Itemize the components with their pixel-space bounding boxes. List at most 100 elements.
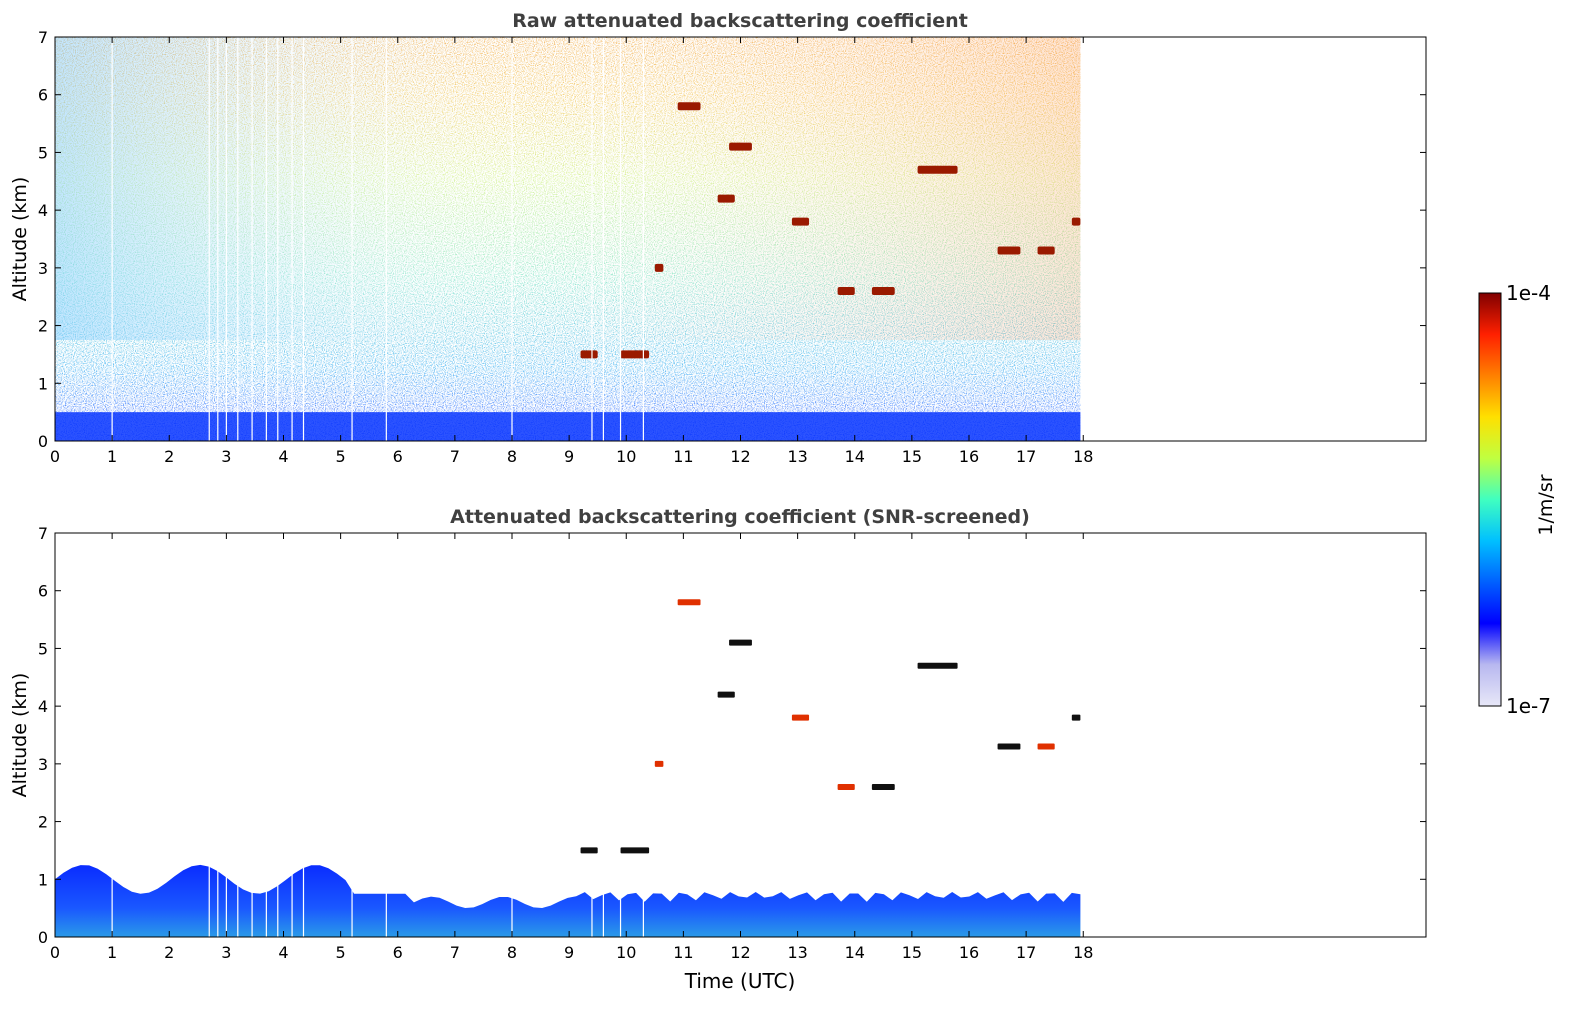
- x-tick-label: 9: [564, 943, 574, 962]
- y-tick-label: 4: [38, 201, 48, 220]
- cloud-feature: [620, 350, 650, 359]
- x-tick-label: 2: [164, 943, 174, 962]
- y-tick-label: 1: [38, 870, 48, 889]
- panel-raw: Raw attenuated backscattering coefficien…: [9, 10, 1427, 466]
- x-tick-label: 15: [902, 943, 922, 962]
- cloud-feature: [717, 194, 735, 203]
- y-tick-label: 1: [38, 374, 48, 393]
- x-tick-label: 7: [450, 943, 460, 962]
- cloud-feature: [997, 246, 1021, 255]
- x-tick-label: 5: [336, 943, 346, 962]
- y-tick-label: 6: [38, 86, 48, 105]
- x-tick-label: 9: [564, 447, 574, 466]
- cloud-feature: [677, 102, 701, 111]
- cloud-feature: [654, 263, 664, 272]
- y-tick-label: 3: [38, 755, 48, 774]
- x-tick-label: 13: [787, 943, 807, 962]
- x-tick-label: 16: [959, 447, 979, 466]
- y-axis-label-raw: Altitude (km): [9, 177, 31, 302]
- colorbar-unit-label: 1/m/sr: [1535, 474, 1557, 535]
- y-axis-screened: 0 1 2 3 4 5 6 7: [38, 524, 1426, 947]
- plot-frame-screened: [54, 532, 1427, 938]
- y-tick-label: 4: [38, 697, 48, 716]
- colorbar-gradient: [1478, 292, 1502, 707]
- x-tick-label: 0: [50, 447, 60, 466]
- cloud-feature: [677, 599, 701, 606]
- x-tick-label: 12: [730, 447, 750, 466]
- cloud-feature: [791, 714, 810, 721]
- panel-screened: Attenuated backscattering coefficient (S…: [9, 506, 1427, 993]
- x-tick-label: 17: [1016, 447, 1036, 466]
- x-tick-label: 4: [278, 447, 288, 466]
- y-tick-label: 7: [38, 28, 48, 47]
- x-tick-label: 13: [787, 447, 807, 466]
- x-tick-label: 3: [221, 447, 231, 466]
- x-tick-label: 8: [507, 943, 517, 962]
- boundary-layer: [55, 864, 1081, 937]
- x-tick-label: 4: [278, 943, 288, 962]
- x-tick-label: 1: [107, 943, 117, 962]
- x-tick-label: 5: [336, 447, 346, 466]
- cloud-feature: [1071, 714, 1081, 721]
- x-tick-label: 1: [107, 447, 117, 466]
- cloud-feature: [1037, 743, 1055, 750]
- cloud-feature: [580, 350, 598, 359]
- y-tick-label: 3: [38, 259, 48, 278]
- x-tick-label: 14: [845, 943, 865, 962]
- colorbar-max-label: 1e-4: [1506, 281, 1551, 305]
- x-tick-label: 18: [1073, 447, 1093, 466]
- x-axis-raw: 0 1 2 3 4 5 6 7 8 9 10 11 12 13 14 15 16 17 18: [50, 37, 1093, 466]
- cloud-feature: [837, 783, 855, 790]
- cloud-feature: [871, 286, 895, 295]
- cloud-feature: [580, 847, 598, 854]
- cloud-feature: [997, 743, 1021, 750]
- y-tick-label: 2: [38, 813, 48, 832]
- y-tick-label: 7: [38, 524, 48, 543]
- cloud-feature: [654, 760, 664, 767]
- x-tick-label: 10: [616, 943, 636, 962]
- y-axis-raw: 0 1 2 3 4 5 6 7: [38, 28, 1426, 451]
- colorbar: 1e-4 1e-7 1/m/sr: [1478, 281, 1557, 718]
- x-tick-label: 6: [393, 447, 403, 466]
- cloud-feature: [871, 783, 895, 790]
- y-tick-label: 0: [38, 928, 48, 947]
- cloud-feature: [917, 662, 958, 669]
- x-axis-screened: 0 1 2 3 4 5 6 7 8 9 10 11 12 13 14 15 16 17 18: [50, 533, 1093, 962]
- cloud-feature: [837, 286, 855, 295]
- chart-title-raw: Raw attenuated backscattering coefficien…: [512, 10, 968, 32]
- cloud-feature: [1071, 217, 1081, 226]
- x-tick-label: 2: [164, 447, 174, 466]
- x-tick-label: 11: [673, 447, 693, 466]
- cloud-feature: [620, 847, 650, 854]
- y-tick-label: 6: [38, 582, 48, 601]
- y-tick-label: 5: [38, 639, 48, 658]
- x-tick-label: 7: [450, 447, 460, 466]
- x-tick-label: 14: [845, 447, 865, 466]
- x-tick-label: 11: [673, 943, 693, 962]
- cloud-feature: [1037, 246, 1055, 255]
- heatmap-screened: [55, 599, 1081, 937]
- x-tick-label: 6: [393, 943, 403, 962]
- cloud-feature: [717, 691, 735, 698]
- x-tick-label: 3: [221, 943, 231, 962]
- x-tick-label: 17: [1016, 943, 1036, 962]
- colorbar-min-label: 1e-7: [1506, 694, 1551, 718]
- x-tick-label: 18: [1073, 943, 1093, 962]
- heatmap-raw: [55, 37, 1081, 441]
- x-axis-label-screened: Time (UTC): [684, 969, 796, 993]
- cloud-feature: [729, 142, 752, 151]
- cloud-feature: [791, 217, 810, 226]
- y-tick-label: 2: [38, 317, 48, 336]
- y-tick-label: 5: [38, 143, 48, 162]
- cloud-feature: [729, 639, 752, 646]
- y-tick-label: 0: [38, 432, 48, 451]
- y-axis-label-screened: Altitude (km): [9, 673, 31, 798]
- x-tick-label: 16: [959, 943, 979, 962]
- chart-title-screened: Attenuated backscattering coefficient (S…: [450, 506, 1030, 528]
- x-tick-label: 10: [616, 447, 636, 466]
- x-tick-label: 15: [902, 447, 922, 466]
- cloud-feature: [917, 165, 958, 174]
- x-tick-label: 12: [730, 943, 750, 962]
- x-tick-label: 0: [50, 943, 60, 962]
